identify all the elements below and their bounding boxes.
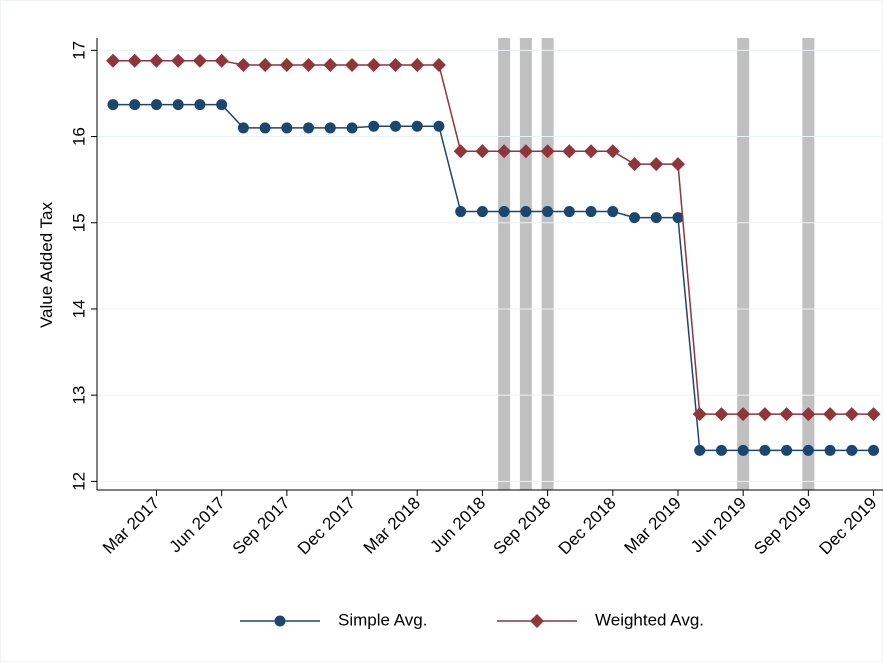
- diamond-marker: [106, 53, 120, 68]
- circle-marker: [824, 444, 836, 456]
- circle-marker: [520, 206, 532, 218]
- diamond-marker: [714, 407, 729, 422]
- y-axis-label: Value Added Tax: [37, 201, 56, 328]
- shaded-period: [498, 38, 511, 490]
- diamond-marker: [670, 157, 685, 172]
- diamond-marker: [323, 58, 338, 72]
- circle-marker: [216, 99, 228, 111]
- diamond-marker: [779, 407, 794, 422]
- circle-marker: [150, 99, 162, 111]
- diamond-marker: [149, 53, 164, 68]
- diamond-marker: [258, 58, 273, 72]
- diamond-marker: [562, 144, 577, 159]
- circle-marker: [107, 99, 119, 111]
- diamond-marker: [410, 58, 425, 72]
- circle-marker: [346, 122, 358, 134]
- circle-marker: [759, 444, 771, 456]
- circle-marker: [542, 206, 554, 218]
- diamond-marker: [192, 53, 207, 68]
- circle-marker: [389, 120, 401, 132]
- diamond-marker: [453, 144, 468, 159]
- circle-marker: [868, 444, 880, 456]
- circle-marker: [476, 206, 488, 218]
- circle-marker: [694, 444, 706, 456]
- circle-marker: [411, 120, 423, 132]
- diamond-marker: [736, 407, 751, 422]
- circle-marker: [585, 206, 597, 218]
- diamond-marker: [301, 58, 316, 72]
- legend-label: Weighted Avg.: [595, 610, 704, 629]
- circle-marker: [737, 444, 749, 456]
- diamond-marker: [431, 58, 446, 72]
- circle-marker: [259, 122, 271, 134]
- circle-marker: [498, 206, 510, 218]
- y-tick-label: 14: [69, 300, 88, 319]
- circle-marker: [846, 444, 858, 456]
- diamond-marker: [692, 407, 707, 422]
- circle-marker: [274, 615, 286, 627]
- y-tick-label: 15: [69, 213, 88, 232]
- diamond-marker: [627, 157, 642, 172]
- legend-label: Simple Avg.: [338, 610, 427, 629]
- y-tick-label: 16: [69, 127, 88, 146]
- diamond-marker: [540, 144, 555, 159]
- circle-marker: [172, 99, 184, 111]
- diamond-marker: [866, 407, 881, 422]
- diamond-marker: [844, 407, 859, 422]
- shaded-period: [737, 38, 750, 490]
- diamond-marker: [757, 407, 772, 422]
- y-tick-label: 13: [69, 386, 88, 405]
- circle-marker: [368, 120, 380, 132]
- circle-marker: [715, 444, 727, 456]
- circle-marker: [607, 206, 619, 218]
- diamond-marker: [475, 144, 490, 159]
- diamond-marker: [236, 58, 251, 72]
- diamond-marker: [823, 407, 838, 422]
- circle-marker: [324, 122, 336, 134]
- diamond-marker: [649, 157, 664, 172]
- diamond-marker: [279, 58, 294, 72]
- circle-marker: [303, 122, 315, 134]
- circle-marker: [781, 444, 793, 456]
- circle-marker: [629, 212, 641, 224]
- shaded-period: [802, 38, 815, 490]
- diamond-marker: [214, 53, 229, 68]
- circle-marker: [563, 206, 575, 218]
- circle-marker: [650, 212, 662, 224]
- diamond-marker: [388, 58, 403, 72]
- shaded-period: [519, 38, 532, 490]
- diamond-marker: [345, 58, 360, 72]
- circle-marker: [281, 122, 293, 134]
- circle-marker: [672, 212, 684, 224]
- circle-marker: [237, 122, 249, 134]
- diamond-marker: [127, 53, 142, 68]
- circle-marker: [194, 99, 206, 111]
- y-tick-label: 12: [69, 472, 88, 491]
- diamond-marker: [605, 144, 620, 159]
- diamond-marker: [171, 53, 186, 68]
- diamond-marker: [584, 144, 599, 159]
- diamond-marker: [497, 144, 512, 159]
- circle-marker: [129, 99, 141, 111]
- circle-marker: [433, 120, 445, 132]
- diamond-marker: [518, 144, 533, 159]
- diamond-marker: [530, 614, 544, 628]
- circle-marker: [802, 444, 814, 456]
- circle-marker: [455, 206, 467, 218]
- shaded-period: [541, 38, 554, 490]
- diamond-marker: [366, 58, 381, 72]
- y-tick-label: 17: [69, 41, 88, 60]
- diamond-marker: [801, 407, 816, 422]
